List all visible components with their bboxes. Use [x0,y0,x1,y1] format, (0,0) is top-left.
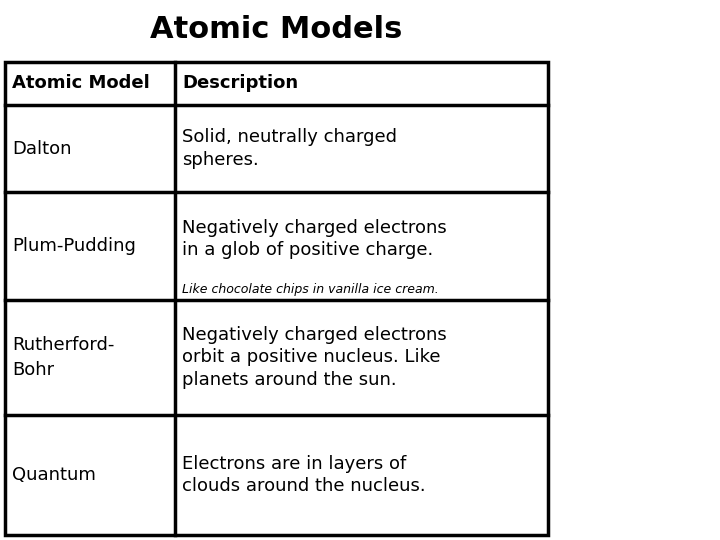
Text: Plum-Pudding: Plum-Pudding [12,237,136,255]
Text: Solid, neutrally charged
spheres.: Solid, neutrally charged spheres. [182,128,397,169]
Text: Dalton: Dalton [12,139,71,158]
Text: Quantum: Quantum [12,466,96,484]
Text: Negatively charged electrons
in a glob of positive charge.: Negatively charged electrons in a glob o… [182,219,446,259]
Text: Electrons are in layers of
clouds around the nucleus.: Electrons are in layers of clouds around… [182,455,426,496]
Text: Atomic Models: Atomic Models [150,15,402,44]
Text: Description: Description [182,75,298,92]
Text: Atomic Model: Atomic Model [12,75,150,92]
Bar [5,62,548,535]
Text: Rutherford-
Bohr: Rutherford- Bohr [12,336,114,379]
Text: Negatively charged electrons
orbit a positive nucleus. Like
planets around the s: Negatively charged electrons orbit a pos… [182,326,446,389]
Text: Like chocolate chips in vanilla ice cream.: Like chocolate chips in vanilla ice crea… [182,284,438,296]
